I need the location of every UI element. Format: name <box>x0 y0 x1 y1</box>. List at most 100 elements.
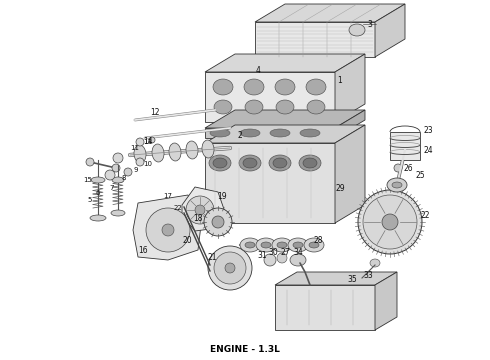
Ellipse shape <box>152 144 164 162</box>
Text: 27: 27 <box>280 248 290 257</box>
Text: 8: 8 <box>122 175 126 181</box>
Text: 31: 31 <box>257 251 267 260</box>
Ellipse shape <box>275 79 295 95</box>
Bar <box>390 132 420 160</box>
Circle shape <box>186 196 214 224</box>
Ellipse shape <box>276 100 294 114</box>
Circle shape <box>136 158 144 166</box>
Text: 6: 6 <box>96 190 100 196</box>
Text: 22: 22 <box>173 205 182 211</box>
Ellipse shape <box>256 238 276 252</box>
Text: 34: 34 <box>293 248 303 257</box>
Circle shape <box>195 205 205 215</box>
Text: 22: 22 <box>420 211 430 220</box>
Ellipse shape <box>210 129 230 137</box>
Ellipse shape <box>299 155 321 171</box>
Ellipse shape <box>290 254 306 266</box>
Ellipse shape <box>304 238 324 252</box>
Text: 9: 9 <box>134 167 138 173</box>
Ellipse shape <box>303 158 317 168</box>
Polygon shape <box>375 4 405 57</box>
Circle shape <box>382 214 398 230</box>
Ellipse shape <box>392 182 402 188</box>
Polygon shape <box>133 195 201 260</box>
Text: 19: 19 <box>217 192 227 201</box>
Circle shape <box>105 170 115 180</box>
Ellipse shape <box>370 259 380 267</box>
Polygon shape <box>275 272 397 285</box>
Polygon shape <box>255 4 405 22</box>
Polygon shape <box>375 272 397 330</box>
Ellipse shape <box>272 238 292 252</box>
Circle shape <box>208 246 252 290</box>
Ellipse shape <box>213 158 227 168</box>
Ellipse shape <box>307 100 325 114</box>
Ellipse shape <box>186 141 198 159</box>
Text: 18: 18 <box>193 213 203 222</box>
Circle shape <box>363 195 417 249</box>
Circle shape <box>149 137 155 143</box>
Text: 16: 16 <box>138 246 148 255</box>
Ellipse shape <box>288 238 308 252</box>
Circle shape <box>277 253 287 263</box>
Polygon shape <box>205 54 365 72</box>
Ellipse shape <box>169 143 181 161</box>
Text: 17: 17 <box>164 193 172 199</box>
Circle shape <box>113 153 123 163</box>
Ellipse shape <box>273 158 287 168</box>
Polygon shape <box>275 285 375 330</box>
Polygon shape <box>255 22 375 57</box>
Text: 26: 26 <box>403 163 413 172</box>
Circle shape <box>136 138 144 146</box>
Text: 14: 14 <box>143 136 153 145</box>
Ellipse shape <box>91 177 105 183</box>
Text: 33: 33 <box>363 271 373 280</box>
Circle shape <box>264 254 276 266</box>
Circle shape <box>214 252 246 284</box>
Text: 12: 12 <box>150 108 160 117</box>
Text: 3: 3 <box>368 19 372 28</box>
Ellipse shape <box>244 79 264 95</box>
Ellipse shape <box>270 129 290 137</box>
Text: 35: 35 <box>347 275 357 284</box>
Text: 24: 24 <box>423 145 433 154</box>
Ellipse shape <box>90 215 106 221</box>
Text: 15: 15 <box>84 177 93 183</box>
Circle shape <box>204 208 232 236</box>
Text: 13: 13 <box>144 139 152 145</box>
Ellipse shape <box>243 158 257 168</box>
Text: 11: 11 <box>130 145 140 151</box>
Ellipse shape <box>209 155 231 171</box>
Text: 30: 30 <box>268 248 278 257</box>
Circle shape <box>86 158 94 166</box>
Polygon shape <box>205 143 335 223</box>
Ellipse shape <box>202 140 214 158</box>
Text: 23: 23 <box>423 126 433 135</box>
Polygon shape <box>205 110 365 128</box>
Polygon shape <box>205 128 335 138</box>
Circle shape <box>124 168 132 176</box>
Ellipse shape <box>387 178 407 192</box>
Text: 2: 2 <box>238 131 243 140</box>
Ellipse shape <box>293 242 303 248</box>
Text: ENGINE - 1.3L: ENGINE - 1.3L <box>210 346 280 355</box>
Ellipse shape <box>245 242 255 248</box>
Ellipse shape <box>261 242 271 248</box>
Circle shape <box>212 216 224 228</box>
Ellipse shape <box>277 242 287 248</box>
Text: 28: 28 <box>313 235 323 244</box>
Text: 5: 5 <box>88 197 92 203</box>
Polygon shape <box>335 125 365 223</box>
Polygon shape <box>335 54 365 122</box>
Ellipse shape <box>309 242 319 248</box>
Ellipse shape <box>214 100 232 114</box>
Text: 25: 25 <box>415 171 425 180</box>
Text: 10: 10 <box>144 161 152 167</box>
Circle shape <box>225 263 235 273</box>
Ellipse shape <box>349 24 365 36</box>
Ellipse shape <box>306 79 326 95</box>
Text: 21: 21 <box>207 253 217 262</box>
Ellipse shape <box>269 155 291 171</box>
Circle shape <box>162 224 174 236</box>
Circle shape <box>146 208 190 252</box>
